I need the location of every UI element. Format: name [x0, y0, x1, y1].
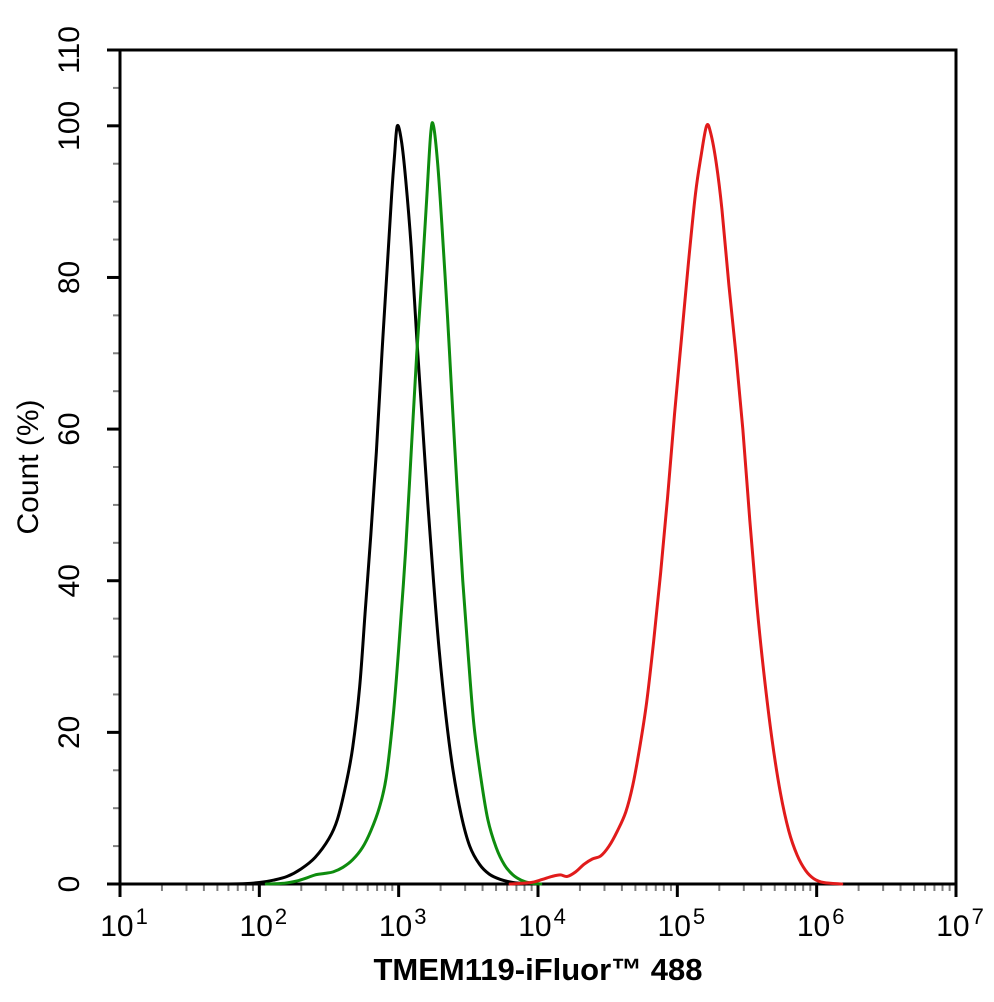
y-tick-label-100: 100	[53, 101, 86, 151]
y-tick-label-80: 80	[53, 261, 86, 294]
y-axis-title: Count (%)	[12, 399, 45, 534]
y-tick-label-20: 20	[53, 716, 86, 749]
curve-black-curve	[223, 123, 547, 886]
curve-green-curve	[264, 121, 543, 886]
y-tick-label-60: 60	[53, 412, 86, 445]
major-ticks	[107, 48, 958, 897]
y-tick-label-0: 0	[53, 876, 86, 893]
y-tick-label-110: 110	[53, 26, 86, 74]
x-axis-title: TMEM119-iFluor™ 488	[373, 952, 702, 987]
curve-red-curve	[508, 123, 844, 886]
y-tick-label-40: 40	[53, 564, 86, 597]
